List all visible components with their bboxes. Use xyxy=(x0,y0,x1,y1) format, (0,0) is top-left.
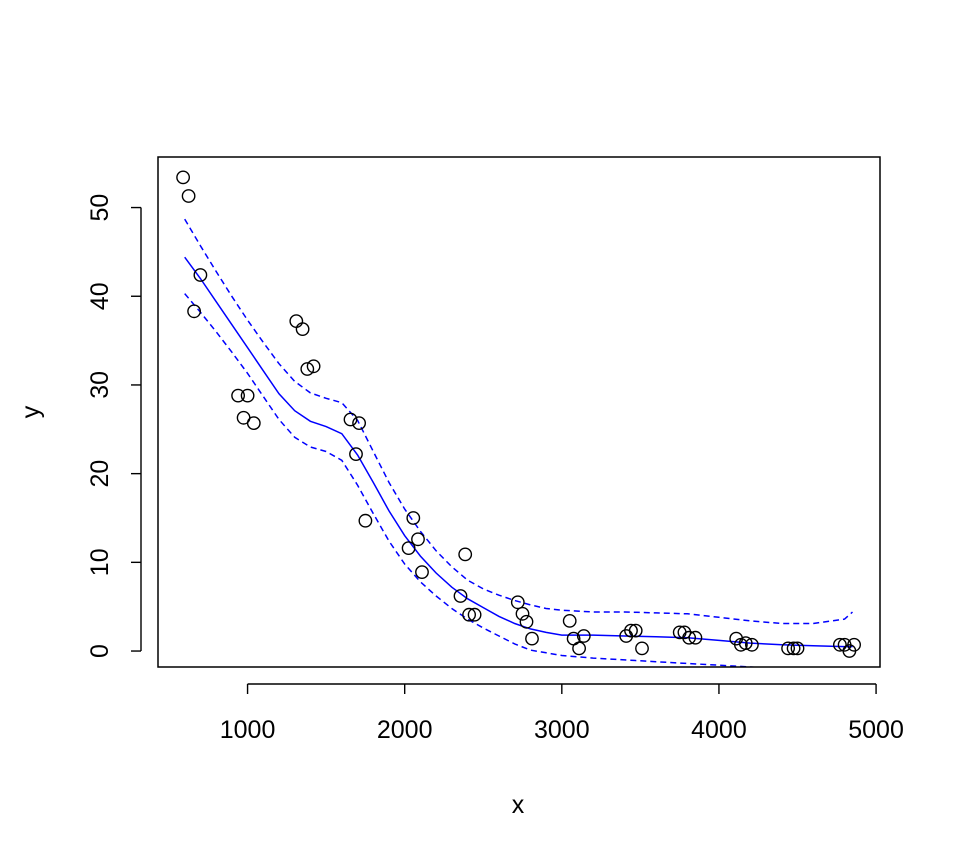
y-axis-title: y xyxy=(17,405,45,418)
data-point xyxy=(738,636,753,650)
data-point xyxy=(562,614,577,628)
data-point xyxy=(343,412,358,427)
x-tick-label: 4000 xyxy=(691,716,747,744)
data-point xyxy=(458,547,473,562)
data-point xyxy=(467,607,482,622)
data-point xyxy=(411,532,425,547)
data-point xyxy=(688,630,703,645)
data-point xyxy=(677,625,692,640)
data-point xyxy=(462,607,476,622)
data-point xyxy=(349,447,363,461)
data-point xyxy=(833,637,847,652)
data-point xyxy=(352,416,366,430)
x-tick-label: 2000 xyxy=(377,716,433,744)
data-point xyxy=(295,322,310,336)
data-point xyxy=(176,170,191,185)
data-point xyxy=(682,630,696,645)
data-point xyxy=(525,631,539,646)
data-point xyxy=(745,637,759,652)
data-point xyxy=(628,623,643,638)
data-point xyxy=(624,623,638,638)
y-tick-label: 50 xyxy=(86,194,114,222)
data-point xyxy=(240,388,255,403)
data-point xyxy=(231,388,246,403)
lower-band-line xyxy=(184,293,764,667)
x-tick-label: 5000 xyxy=(848,716,904,744)
data-point xyxy=(847,637,861,652)
data-point xyxy=(401,541,416,555)
data-point xyxy=(246,416,261,430)
x-axis-title: x xyxy=(512,791,525,819)
data-point xyxy=(453,589,468,603)
data-point xyxy=(781,641,795,656)
y-tick-label: 30 xyxy=(86,371,114,399)
data-point xyxy=(406,511,421,525)
x-tick-label: 1000 xyxy=(220,716,276,744)
upper-band-line xyxy=(184,218,854,625)
data-point xyxy=(289,314,304,328)
y-tick-label: 0 xyxy=(86,644,114,658)
x-tick-label: 3000 xyxy=(534,716,590,744)
data-point xyxy=(358,513,373,528)
data-point xyxy=(572,641,586,656)
data-point xyxy=(519,614,534,629)
data-point xyxy=(786,641,801,656)
data-point xyxy=(181,189,196,203)
data-point xyxy=(306,359,321,374)
data-point xyxy=(415,565,429,579)
data-point xyxy=(576,629,591,643)
data-point xyxy=(515,606,530,621)
data-point xyxy=(790,641,805,656)
data-point xyxy=(193,268,208,282)
data-point xyxy=(300,362,315,376)
data-point xyxy=(635,641,649,656)
y-tick-label: 40 xyxy=(86,282,114,310)
data-point xyxy=(510,595,525,610)
data-point xyxy=(187,304,202,319)
fit-line xyxy=(184,256,853,648)
y-tick-label: 10 xyxy=(86,548,114,576)
y-tick-label: 20 xyxy=(86,460,114,488)
plot-frame xyxy=(157,156,881,668)
